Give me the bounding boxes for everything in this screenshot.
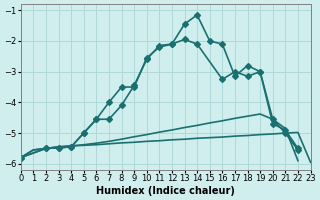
X-axis label: Humidex (Indice chaleur): Humidex (Indice chaleur) [96, 186, 235, 196]
